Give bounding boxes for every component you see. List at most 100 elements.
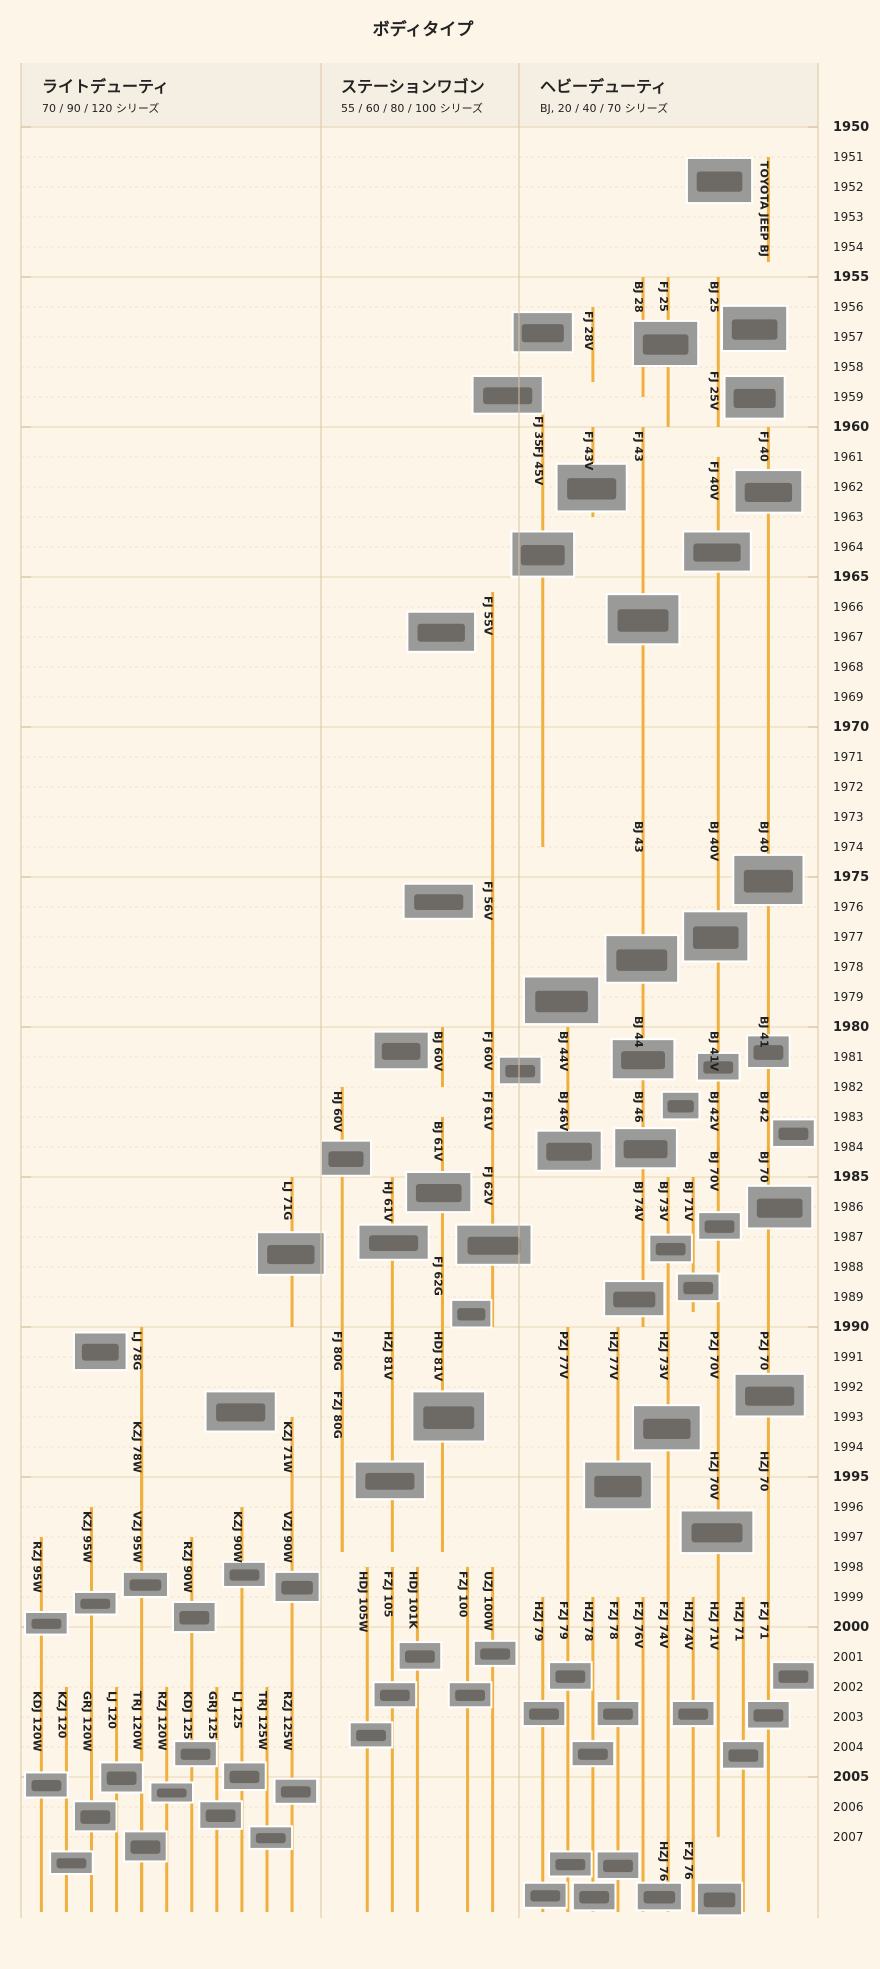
year-label: 1960 [833, 420, 869, 435]
model-label: BJ 73V [657, 1181, 670, 1222]
photo-shade [521, 324, 564, 343]
year-label: 1969 [833, 690, 864, 704]
year-label: 1988 [833, 1260, 864, 1274]
photo-shade [744, 482, 793, 503]
title: ボディタイプ [373, 19, 475, 40]
model-label: HZJ 73V [657, 1331, 670, 1380]
model-label: FJ 56V [482, 881, 495, 921]
year-label: 2005 [833, 1770, 869, 1785]
photo-shade [696, 171, 743, 192]
model-label: FJ 25 [657, 281, 670, 312]
photo-shade [643, 1418, 691, 1440]
model-label: HJ 61V [381, 1181, 394, 1222]
model-label: FZJ 100 [457, 1571, 470, 1618]
photo-shade [179, 1610, 210, 1625]
model-label: FZJ 79 [557, 1601, 570, 1640]
photo-shade [535, 990, 588, 1013]
year-label: 1991 [833, 1350, 864, 1364]
model-label: HZJ 70 [757, 1451, 770, 1492]
photo-shade [356, 1729, 386, 1742]
year-label: 2001 [833, 1650, 864, 1664]
model-label: FJ 55V [482, 596, 495, 636]
model-label: BJ 42 [757, 1091, 770, 1123]
year-label: 1959 [833, 390, 864, 404]
model-label: FJ 25V [707, 371, 720, 411]
photo-shade [280, 1786, 311, 1798]
model-label: FJ 60V [482, 1031, 495, 1071]
model-label: BJ 61V [431, 1121, 444, 1162]
model-label: VZJ 95W [131, 1511, 144, 1563]
photo-shade [369, 1235, 419, 1251]
model-label: BJ 44 [632, 1016, 645, 1048]
model-label: BJ 74V [632, 1181, 645, 1222]
photo-shade [546, 1142, 592, 1161]
model-label: BJ 28 [632, 281, 645, 313]
year-label: 2002 [833, 1680, 864, 1694]
photo-shade [603, 1859, 633, 1873]
photo-shade [56, 1858, 87, 1869]
year-label: 1975 [833, 870, 869, 885]
photo-shade [577, 1748, 608, 1760]
photo-shade [106, 1771, 137, 1785]
year-label: 1972 [833, 780, 864, 794]
model-label: FJ 28V [582, 311, 595, 351]
model-label: LJ 120 [106, 1691, 119, 1729]
photo-shade [778, 1127, 809, 1141]
year-label: 1955 [833, 270, 869, 285]
year-label: 1971 [833, 750, 864, 764]
year-label: 1962 [833, 480, 864, 494]
photo-shade [692, 926, 739, 949]
photo-shade [31, 1618, 62, 1629]
model-label: HZJ 79 [532, 1601, 545, 1641]
photo-shade [229, 1569, 260, 1581]
model-label: RZJ 95W [30, 1541, 43, 1593]
model-label: FJ 62G [431, 1256, 444, 1296]
column-title: ライトデューティ [42, 77, 169, 96]
photo-shade [555, 1670, 586, 1683]
photo-shade [579, 1891, 610, 1904]
model-label: HZJ 77V [607, 1331, 620, 1380]
year-label: 1963 [833, 510, 864, 524]
model-label: FJ 43V [582, 431, 595, 471]
model-label: FZJ 76 [682, 1841, 695, 1880]
model-label: BJ 60V [431, 1031, 444, 1072]
year-label: 1994 [833, 1440, 864, 1454]
year-label: 1964 [833, 540, 864, 554]
year-label: 2007 [833, 1830, 864, 1844]
photo-shade [414, 894, 464, 911]
year-label: 1970 [833, 720, 869, 735]
model-label: HZJ 71V [707, 1601, 720, 1650]
year-label: 1999 [833, 1590, 864, 1604]
photo-shade [667, 1100, 694, 1113]
model-label: BJ 70V [707, 1151, 720, 1192]
model-label: FZJ 74V [657, 1601, 670, 1649]
year-label: 1980 [833, 1020, 869, 1035]
model-label: HZJ 71 [732, 1601, 745, 1641]
year-label: 1950 [833, 120, 869, 135]
photo-shade [415, 1184, 462, 1203]
model-label: BJ 42V [707, 1091, 720, 1132]
year-label: 1965 [833, 570, 869, 585]
year-label: 1957 [833, 330, 864, 344]
column-subtitle: 70 / 90 / 120 シリーズ [42, 101, 159, 115]
model-label: TOYOTA JEEP BJ [757, 161, 770, 257]
year-label: 1993 [833, 1410, 864, 1424]
photo-shade [753, 1709, 784, 1722]
photo-shade [80, 1810, 111, 1824]
photo-shade [328, 1151, 364, 1168]
photo-shade [778, 1670, 809, 1683]
photo-shade [704, 1220, 735, 1233]
year-label: 1951 [833, 150, 864, 164]
photo-shade [613, 1291, 656, 1308]
model-label: BJ 70 [757, 1151, 770, 1183]
year-label: 2006 [833, 1800, 864, 1814]
model-label: RZJ 90W [181, 1541, 194, 1593]
photo-shade [129, 1579, 162, 1591]
model-label: BJ 40V [707, 821, 720, 862]
model-label: KZJ 120 [55, 1691, 68, 1739]
photo-shade [180, 1748, 211, 1760]
model-label: BJ 44V [557, 1031, 570, 1072]
model-label: UZJ 100W [482, 1571, 495, 1631]
